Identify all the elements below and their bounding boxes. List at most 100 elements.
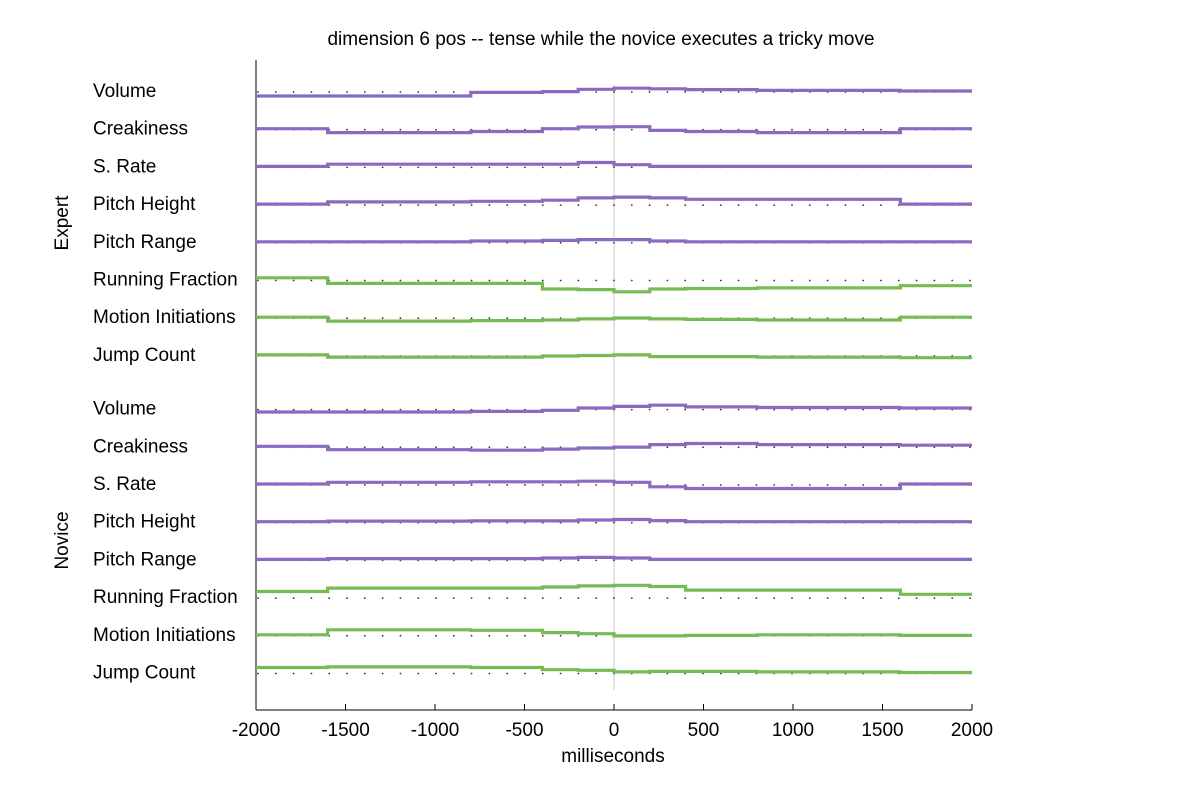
baseline-dot: [274, 91, 277, 93]
baseline-dot: [969, 446, 971, 449]
baseline-dot: [737, 91, 740, 93]
baseline-dot: [470, 672, 473, 675]
group-label: Expert: [52, 195, 73, 251]
baseline-dot: [755, 204, 758, 207]
series-line: [256, 479, 972, 491]
baseline-dot: [630, 597, 633, 599]
baseline-dot: [630, 408, 633, 411]
baseline-dot: [381, 317, 384, 320]
baseline-dot: [381, 166, 384, 169]
baseline-dot: [648, 279, 651, 282]
baseline-dot: [399, 128, 402, 131]
row-label: Motion Initiations: [93, 307, 236, 328]
series-line: [256, 353, 972, 360]
baseline-dot: [613, 166, 615, 169]
baseline-dot: [363, 446, 366, 449]
baseline-dot: [613, 91, 615, 93]
baseline-dot: [559, 634, 562, 637]
baseline-dot: [702, 279, 704, 282]
baseline-dot: [524, 166, 526, 169]
baseline-dot: [559, 672, 562, 675]
baseline-dot: [399, 166, 402, 169]
baseline-dot: [524, 446, 526, 449]
baseline-dot: [933, 446, 936, 449]
baseline-dot: [862, 408, 865, 411]
series-line: [256, 517, 972, 524]
baseline-dot: [915, 279, 918, 282]
baseline-dot: [559, 166, 562, 169]
baseline-dot: [274, 597, 277, 599]
baseline-dot: [702, 672, 704, 675]
baseline-dot: [613, 484, 615, 486]
baseline-dot: [541, 672, 544, 675]
baseline-dot: [630, 559, 633, 562]
baseline-dot: [844, 204, 847, 207]
baseline-dot: [595, 128, 598, 131]
baseline-dot: [684, 446, 687, 449]
baseline-dot: [417, 484, 420, 486]
baseline-dot: [666, 521, 669, 524]
baseline-dot: [292, 91, 295, 93]
baseline-dot: [613, 521, 615, 524]
baseline-dot: [773, 128, 776, 131]
baseline-dot: [257, 672, 259, 675]
baseline-dot: [417, 204, 420, 207]
baseline-dot: [435, 166, 437, 169]
baseline-dot: [702, 408, 704, 411]
x-tick-label: -1000: [411, 720, 460, 741]
group-label: Novice: [52, 511, 73, 569]
baseline-dot: [417, 166, 420, 169]
row-label: Volume: [93, 399, 156, 420]
baseline-dot: [826, 128, 829, 131]
baseline-dot: [399, 279, 402, 282]
series-line: [256, 195, 972, 206]
baseline-dot: [524, 672, 526, 675]
baseline-dot: [595, 484, 598, 486]
baseline-dot: [773, 204, 776, 207]
baseline-dot: [915, 446, 918, 449]
baseline-dot: [880, 597, 882, 599]
baseline-dot: [951, 279, 954, 282]
baseline-dot: [274, 279, 277, 282]
baseline-dot: [524, 204, 526, 207]
baseline-dot: [648, 597, 651, 599]
baseline-dot: [506, 484, 509, 486]
baseline-dot: [826, 408, 829, 411]
baseline-dot: [541, 634, 544, 637]
baseline-dot: [773, 446, 776, 449]
baseline-dot: [595, 634, 598, 637]
baseline-dot: [880, 408, 882, 411]
baseline-dot: [808, 408, 811, 411]
baseline-dot: [541, 204, 544, 207]
baseline-dot: [363, 166, 366, 169]
baseline-dot: [381, 279, 384, 282]
baseline-dot: [399, 597, 402, 599]
baseline-dot: [310, 597, 313, 599]
baseline-dot: [435, 446, 437, 449]
baseline-dot: [773, 408, 776, 411]
baseline-dot: [363, 672, 366, 675]
baseline-dot: [559, 597, 562, 599]
baseline-dot: [719, 408, 722, 411]
baseline-dot: [399, 91, 402, 93]
baseline-dot: [595, 559, 598, 562]
baseline-dot: [488, 204, 491, 207]
baseline-dot: [666, 408, 669, 411]
baseline-dot: [346, 204, 348, 207]
baseline-dot: [488, 279, 491, 282]
baseline-dot: [257, 408, 259, 411]
baseline-dot: [274, 672, 277, 675]
baseline-dot: [648, 521, 651, 524]
baseline-dot: [506, 166, 509, 169]
baseline-dot: [417, 91, 420, 93]
baseline-dot: [808, 128, 811, 131]
baseline-dot: [435, 484, 437, 486]
baseline-dot: [363, 317, 366, 320]
baseline-dot: [791, 597, 793, 599]
baseline-dot: [524, 634, 526, 637]
baseline-dot: [488, 446, 491, 449]
row-label: S. Rate: [93, 156, 156, 177]
baseline-dot: [808, 446, 811, 449]
baseline-dot: [791, 279, 793, 282]
baseline-dot: [880, 128, 882, 131]
